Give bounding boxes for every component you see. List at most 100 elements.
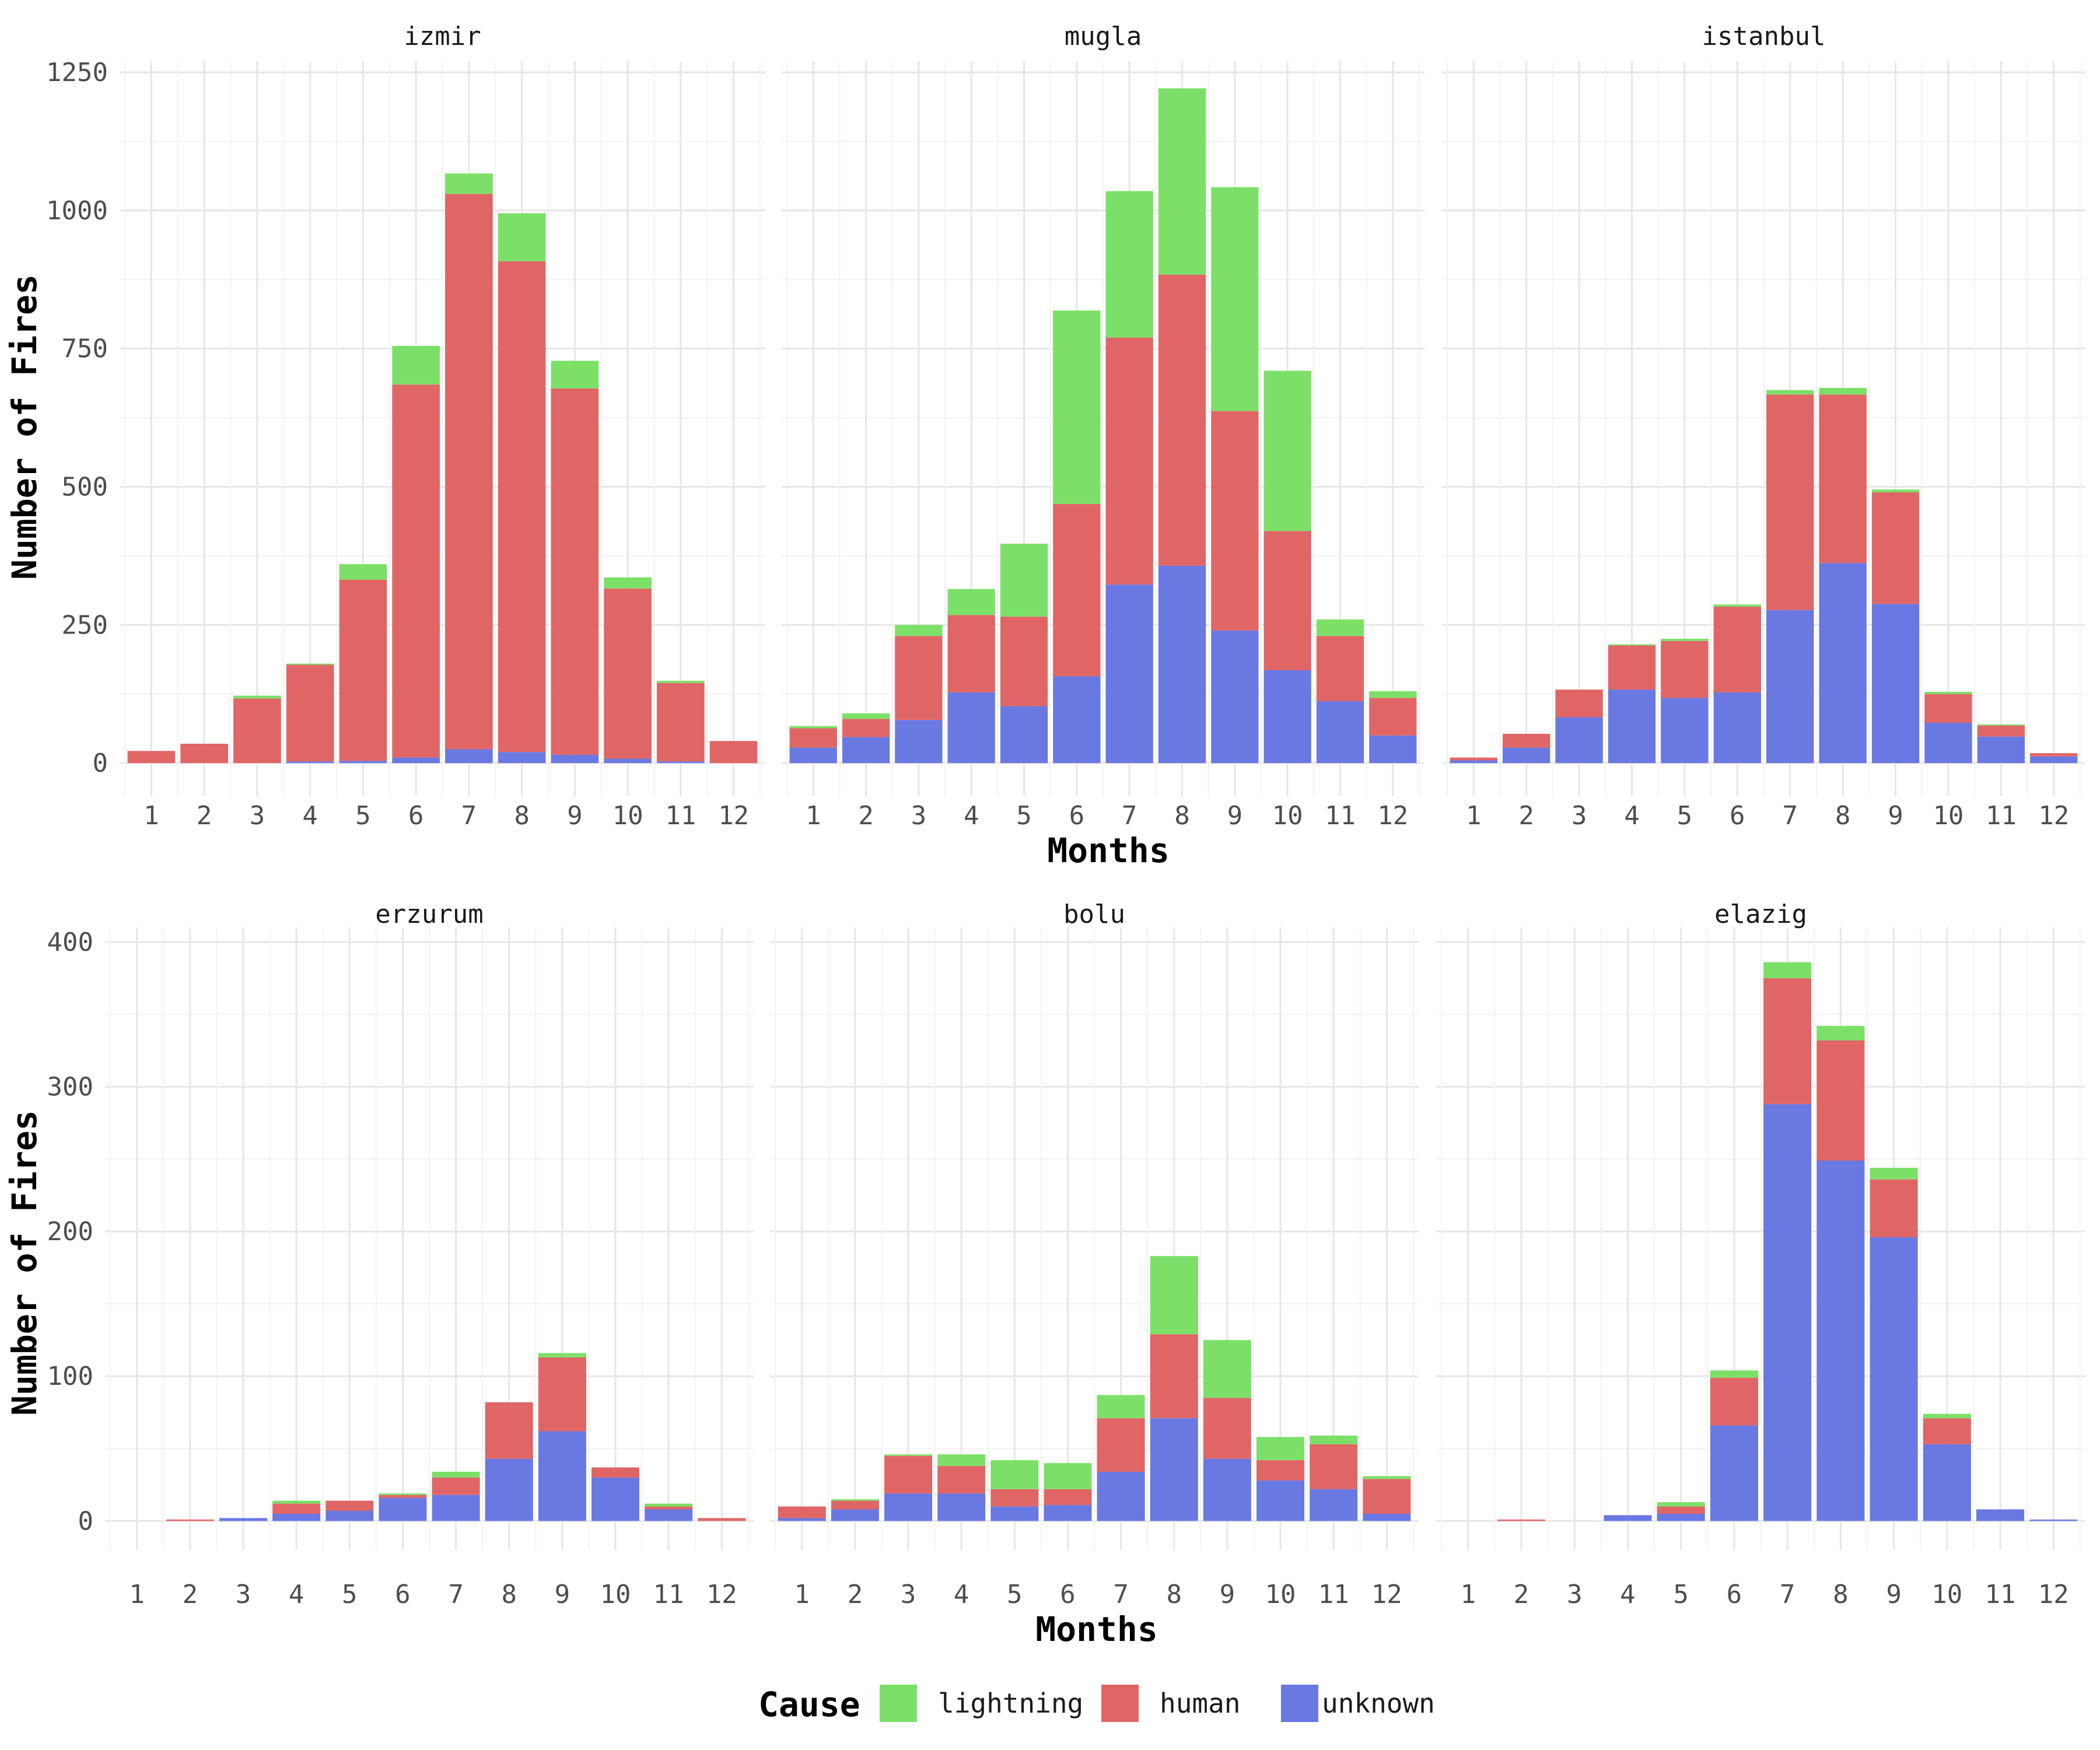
bar-mugla-lightning-12 [1369,691,1417,698]
bar-izmir-lightning-11 [656,681,705,683]
x-tick-label: 4 [964,801,979,831]
facet-title: erzurum [375,900,483,929]
x-tick-label: 6 [1727,1580,1742,1609]
x-axis-label-bottom: Months [1035,1609,1158,1649]
bar-mugla-unknown-7 [1105,584,1153,764]
x-tick-label: 7 [1122,801,1138,831]
bar-istanbul-human-3 [1555,690,1603,718]
x-tick-label: 12 [2038,1580,2069,1609]
bar-bolu-lightning-5 [991,1460,1039,1489]
bar-mugla-lightning-5 [1000,544,1048,617]
x-tick-label: 9 [567,801,583,831]
bar-istanbul-unknown-1 [1450,760,1497,764]
bar-izmir-unknown-9 [551,754,599,764]
legend-key-human [1101,1685,1139,1722]
x-tick-label: 1 [1460,1580,1476,1609]
bar-izmir-human-11 [656,682,705,762]
x-tick-label: 4 [1624,801,1640,831]
bar-izmir-lightning-5 [339,564,387,580]
x-tick-label: 5 [355,801,371,831]
facet-title: mugla [1065,22,1142,51]
legend-key-unknown [1281,1685,1318,1722]
bar-mugla-human-8 [1158,274,1206,566]
bar-mugla-unknown-11 [1316,701,1364,764]
x-tick-label: 10 [612,801,643,831]
bar-erzurum-human-5 [326,1500,374,1511]
bar-mugla-lightning-6 [1053,310,1101,504]
x-tick-label: 6 [395,1580,411,1609]
y-axis-label-bottom: Number of Fires [5,1110,44,1416]
bar-istanbul-human-11 [1977,725,2025,737]
bar-mugla-lightning-1 [789,726,837,729]
bar-elazig-human-6 [1710,1377,1758,1426]
bar-bolu-lightning-9 [1203,1340,1251,1398]
bar-mugla-unknown-10 [1264,670,1311,764]
facet-title: izmir [404,22,481,51]
bar-erzurum-lightning-4 [272,1500,321,1504]
x-tick-label: 2 [1514,1580,1530,1609]
bar-mugla-human-2 [842,719,890,737]
bar-mugla-human-6 [1053,503,1101,677]
bar-izmir-human-1 [127,751,176,764]
bar-istanbul-human-2 [1502,733,1550,748]
x-tick-label: 3 [1572,801,1587,831]
x-tick-label: 8 [1833,1580,1849,1609]
bar-erzurum-human-2 [166,1519,214,1521]
x-tick-label: 1 [129,1580,145,1609]
bar-istanbul-human-4 [1608,645,1656,690]
y-tick-label: 300 [47,1072,93,1102]
bar-erzurum-human-12 [698,1518,746,1521]
x-tick-label: 12 [1377,801,1408,831]
legend-label-lightning: lightning [938,1688,1083,1719]
x-tick-label: 6 [1730,801,1745,831]
x-tick-label: 6 [1060,1580,1076,1609]
bar-elazig-unknown-6 [1710,1425,1758,1521]
y-tick-label: 750 [62,334,108,364]
bar-istanbul-human-1 [1450,757,1497,761]
bar-bolu-unknown-10 [1256,1480,1305,1521]
bar-izmir-unknown-6 [392,757,440,764]
x-tick-label: 2 [848,1580,863,1609]
bar-bolu-human-12 [1363,1479,1411,1514]
legend-title: Cause [758,1685,860,1724]
facet-title: istanbul [1702,22,1826,51]
x-tick-label: 10 [1933,801,1964,831]
bar-bolu-unknown-4 [937,1493,986,1521]
bar-elazig-unknown-4 [1604,1515,1652,1521]
bar-istanbul-unknown-10 [1924,723,1972,764]
x-tick-label: 8 [1835,801,1851,831]
bar-mugla-unknown-9 [1211,630,1259,764]
x-tick-label: 9 [1888,801,1903,831]
bar-bolu-unknown-3 [884,1493,932,1521]
bar-istanbul-lightning-8 [1819,387,1867,395]
x-tick-label: 11 [1985,1580,2016,1609]
bar-elazig-human-5 [1657,1506,1705,1514]
bar-izmir-human-6 [392,384,440,758]
bar-izmir-unknown-8 [498,752,546,764]
x-tick-label: 11 [653,1580,684,1609]
bar-bolu-human-9 [1203,1398,1251,1459]
facet-title: bolu [1063,900,1125,929]
bar-erzurum-human-9 [538,1357,586,1432]
bar-istanbul-unknown-5 [1661,698,1709,764]
bar-izmir-human-2 [180,744,229,764]
bar-erzurum-unknown-11 [645,1509,693,1521]
x-tick-label: 9 [1886,1580,1902,1609]
bar-bolu-unknown-1 [778,1518,826,1521]
bar-bolu-lightning-4 [937,1454,986,1466]
bar-izmir-lightning-3 [233,695,281,699]
bar-bolu-human-11 [1310,1444,1358,1489]
bar-bolu-unknown-8 [1150,1418,1198,1521]
bar-istanbul-human-5 [1661,640,1709,698]
x-tick-label: 11 [1325,801,1356,831]
bar-mugla-unknown-4 [947,692,995,764]
bar-bolu-human-6 [1044,1489,1092,1506]
x-tick-label: 6 [408,801,424,831]
bar-erzurum-human-10 [592,1467,640,1478]
bar-istanbul-unknown-2 [1502,747,1550,764]
bar-erzurum-unknown-7 [432,1494,480,1521]
